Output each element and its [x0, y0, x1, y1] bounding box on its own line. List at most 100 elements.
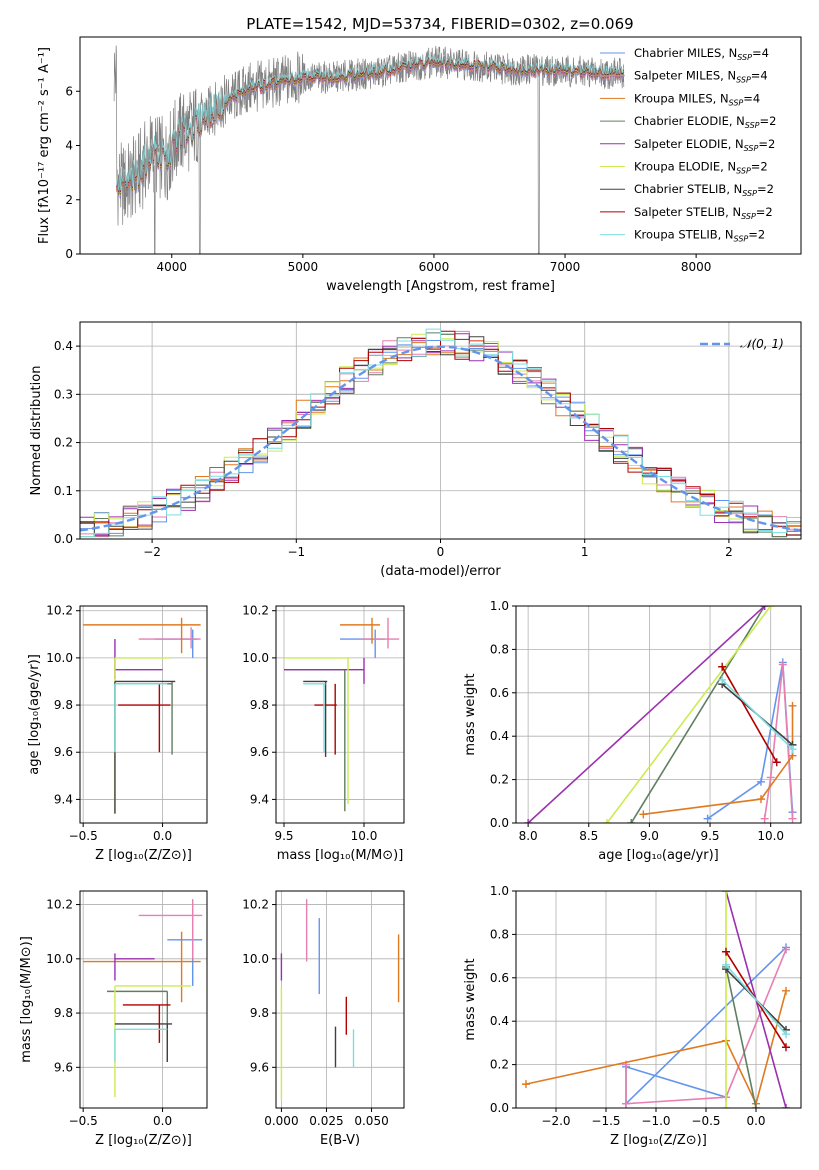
weight-marker-kroupa_stelib	[718, 675, 727, 684]
weight-marker-kroupa_miles	[782, 986, 790, 995]
y-tick-label: 1.0	[490, 884, 509, 898]
weight-marker-chabrier_miles	[756, 777, 765, 786]
weight-line-salpeter_miles	[625, 949, 787, 1105]
y-tick-label: 9.8	[54, 698, 73, 712]
x-tick-label: 8.0	[519, 829, 538, 843]
weight-marker-salpeter_miles	[788, 814, 797, 823]
weight-line-salpeter_elodie	[527, 606, 766, 823]
y-tick-label: 9.8	[250, 698, 269, 712]
y-tick-label: 0.2	[490, 773, 509, 787]
point-chabrier_elodie	[114, 681, 173, 755]
weight-line-chabrier_elodie	[630, 606, 766, 823]
axes-frame	[515, 605, 802, 824]
weight-line-kroupa_elodie	[606, 606, 772, 823]
weight-marker-kroupa_miles	[788, 701, 797, 710]
legend-label-kroupa_stelib: Kroupa STELIB, NSSP=2	[634, 228, 765, 244]
panel-age_vs_mass: 9.5 10.0 9.4 9.6 9.8 10.0 10.2 mass [log₁₀(M/M⊙…	[242, 604, 405, 863]
point-chabrier_stelib	[303, 680, 328, 757]
x-tick-label: 2	[725, 545, 733, 559]
weight-marker-salpeter_elodie	[782, 1104, 790, 1108]
x-tick-label: 10.0	[351, 829, 378, 843]
axes-frame	[275, 890, 405, 1109]
axes-frame	[79, 605, 208, 824]
x-tick-label: −0.5	[69, 1114, 98, 1128]
panel-weight_vs_age: 8.0 8.5 9.0 9.5 10.0 0.0 0.2 0.4 0.6 0.8 1.0 age [l…	[463, 599, 802, 863]
point-chabrier_elodie	[106, 990, 169, 1062]
weight-marker-kroupa_miles	[756, 795, 765, 804]
weight-marker-kroupa_elodie	[722, 891, 730, 895]
histogram-kroupa_stelib	[80, 328, 801, 538]
axes-frame	[275, 605, 405, 824]
point-salpeter_elodie	[114, 639, 163, 680]
x-axis-label: Z [log₁₀(Z/Z⊙)]	[95, 848, 192, 863]
x-tick-label: 10.0	[757, 829, 784, 843]
point-chabrier_miles	[167, 939, 203, 986]
panel-mass_vs_ebv: 0.000 0.025 0.050 9.6 9.8 10.0 10.2 E(B-V)	[242, 890, 405, 1148]
weight-line-kroupa_stelib	[725, 964, 787, 1035]
y-tick-label: 0.2	[490, 1058, 509, 1072]
point-salpeter_miles	[360, 617, 400, 649]
y-tick-label: 4	[65, 139, 73, 153]
y-tick-label: 0.3	[54, 387, 73, 401]
y-axis-label: mass weight	[463, 958, 478, 1040]
legend-label-chabrier_miles: Chabrier MILES, NSSP=4	[634, 46, 769, 62]
point-salpeter_elodie	[284, 657, 365, 684]
y-tick-label: 0.0	[490, 1101, 509, 1115]
y-tick-label: 0.8	[490, 927, 509, 941]
x-axis-label: (data-model)/error	[380, 564, 501, 579]
x-tick-label: 9.5	[700, 829, 719, 843]
x-tick-label: 7000	[550, 260, 581, 274]
point-kroupa_elodie	[284, 657, 349, 805]
weight-marker-salpeter_stelib	[782, 1043, 790, 1052]
x-tick-label: 0	[437, 545, 445, 559]
normal-curve	[80, 345, 801, 532]
plot-area	[524, 606, 797, 823]
x-tick-label: −1	[287, 545, 305, 559]
y-tick-label: 10.2	[242, 604, 269, 618]
x-axis-label: Z [log₁₀(Z/Z⊙)]	[95, 1133, 192, 1148]
y-tick-label: 10.0	[46, 952, 73, 966]
legend-label-kroupa_miles: Kroupa MILES, NSSP=4	[634, 91, 760, 107]
axes-frame	[79, 321, 802, 540]
weight-marker-salpeter_miles	[760, 814, 769, 823]
y-axis-label: Flux [fλ10⁻¹⁷ erg cm⁻² s⁻¹ A⁻¹]	[37, 47, 52, 244]
plot-area	[80, 328, 801, 538]
y-tick-label: 2	[65, 193, 73, 207]
point-salpeter_stelib	[122, 1004, 171, 1043]
weight-marker-salpeter_miles	[622, 1099, 630, 1108]
weight-line-salpeter_stelib	[721, 666, 778, 763]
x-tick-label: −0.5	[69, 829, 98, 843]
point-kroupa_miles	[340, 617, 380, 644]
weight-line-kroupa_miles	[643, 705, 794, 816]
weight-marker-kroupa_stelib	[722, 960, 730, 969]
point-salpeter_stelib	[118, 683, 171, 753]
weight-marker-salpeter_elodie	[524, 819, 533, 823]
y-tick-label: 9.4	[250, 792, 269, 806]
axes-frame	[79, 890, 208, 1109]
y-tick-label: 0.4	[490, 729, 509, 743]
y-tick-label: 9.4	[54, 792, 73, 806]
point-kroupa_miles	[83, 617, 201, 654]
axes-frame	[515, 890, 802, 1109]
weight-line-chabrier_elodie	[725, 966, 757, 1108]
weight-line-kroupa_stelib	[721, 679, 794, 750]
x-tick-label: 4000	[156, 260, 187, 274]
weight-marker-salpeter_stelib	[718, 662, 727, 671]
weight-marker-kroupa_miles	[639, 810, 648, 819]
x-tick-label: 6000	[419, 260, 450, 274]
plot-area	[113, 45, 625, 254]
panel-mass_vs_metallicity: −0.5 0.0 9.6 9.8 10.0 10.2 Z [log₁₀(Z/Z⊙)] mass…	[19, 890, 208, 1148]
x-tick-label: 0.0	[746, 1114, 765, 1128]
weight-marker-salpeter_miles	[778, 660, 787, 669]
y-tick-label: 0	[65, 247, 73, 261]
weight-marker-chabrier_miles	[703, 814, 712, 823]
panel-residual_histogram: −2 −1 0 1 2 0.0 0.1 0.2 0.3 0.4 (data-model)/error…	[29, 321, 802, 579]
plot-area	[83, 899, 203, 1098]
y-tick-label: 0.6	[490, 686, 509, 700]
x-tick-label: 9.5	[274, 829, 293, 843]
point-kroupa_miles	[83, 931, 201, 1003]
y-tick-label: 0.4	[54, 339, 73, 353]
plot-area	[280, 899, 400, 1100]
x-tick-label: 9.0	[640, 829, 659, 843]
y-tick-label: 10.2	[46, 898, 73, 912]
